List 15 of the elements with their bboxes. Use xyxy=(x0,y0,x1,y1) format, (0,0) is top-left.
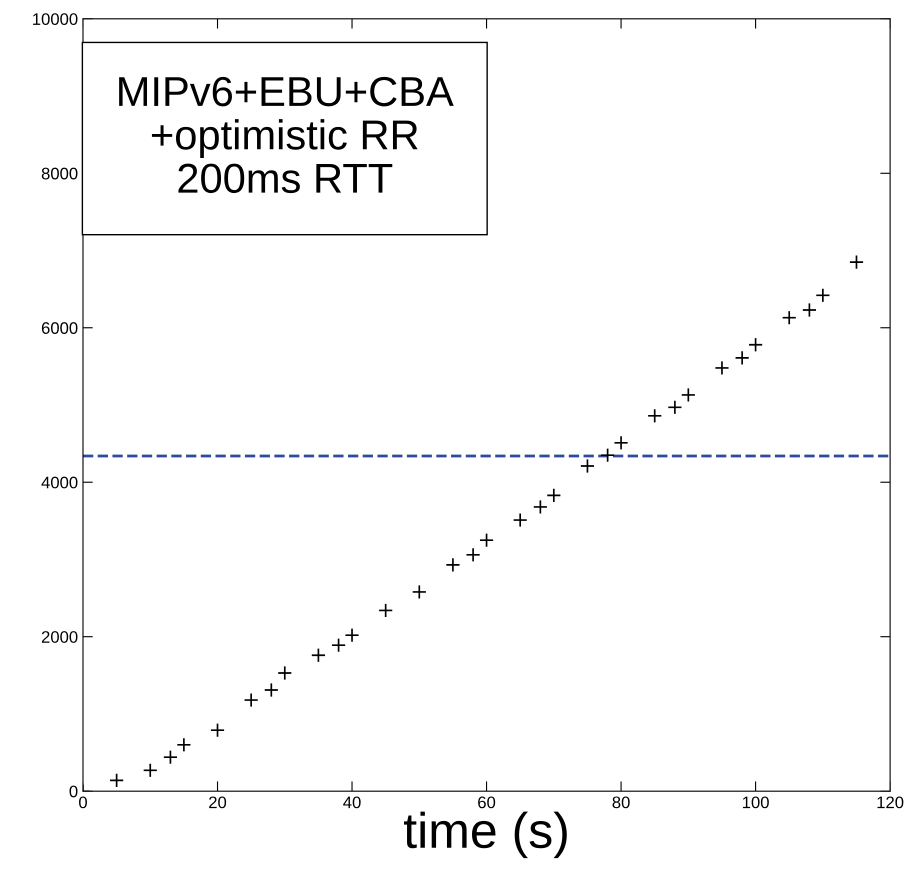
x-axis-title: time (s) xyxy=(404,812,567,858)
y-tick-label: 10000 xyxy=(33,13,78,26)
y-tick-label: 4000 xyxy=(41,476,78,488)
y-tick-label: 2000 xyxy=(42,631,78,643)
x-tick-label: 100 xyxy=(742,796,769,808)
y-tick-label: 8000 xyxy=(42,168,78,180)
annotation: MIPv6+EBU+CBA +optimistic RR 200ms RTT xyxy=(119,76,454,194)
x-tick-label: 60 xyxy=(478,796,496,808)
x-tick-label: 0 xyxy=(79,796,87,808)
x-tick-label: 80 xyxy=(612,796,630,808)
y-tick-label: 0 xyxy=(70,786,78,798)
y-tick-label: 6000 xyxy=(42,322,78,334)
x-tick-label: 20 xyxy=(209,796,226,808)
x-tick-label: 40 xyxy=(343,796,361,808)
x-tick-label: 120 xyxy=(877,796,904,808)
